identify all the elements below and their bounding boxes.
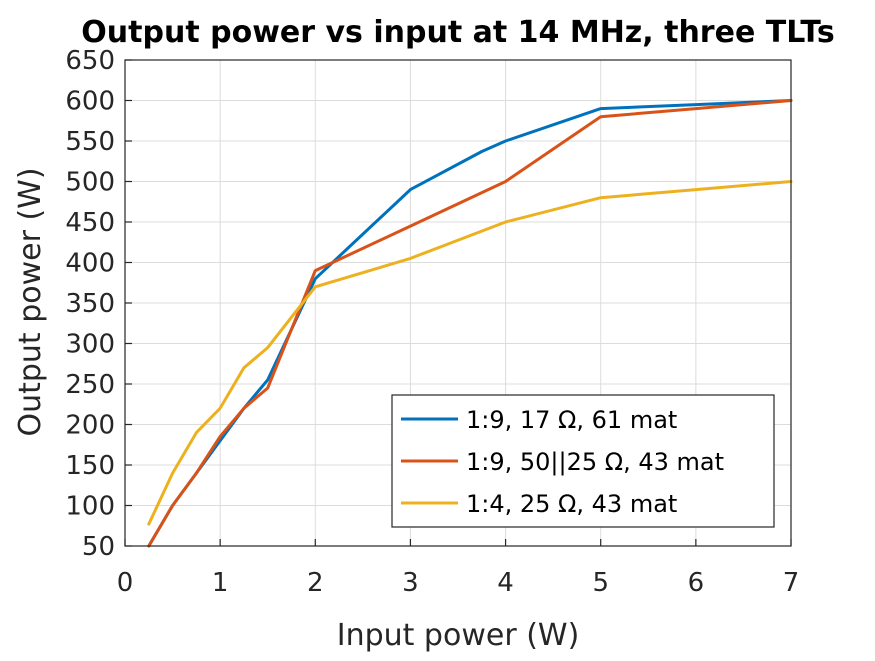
- x-axis-label: Input power (W): [337, 618, 580, 653]
- x-tick-label: 0: [117, 568, 134, 598]
- y-tick-label: 250: [65, 370, 115, 400]
- legend-label-2: 1:9, 50||25 Ω, 43 mat: [466, 448, 724, 476]
- x-tick-label: 6: [688, 568, 705, 598]
- grid: [124, 59, 792, 547]
- y-tick-label: 500: [65, 168, 115, 198]
- y-axis-label: Output power (W): [13, 167, 48, 436]
- series-line-3: [147, 180, 793, 526]
- x-tick-label: 2: [307, 568, 324, 598]
- series-lines: [147, 99, 793, 548]
- y-tick-label: 50: [82, 532, 115, 562]
- x-tick-label: 1: [212, 568, 229, 598]
- y-tick-label: 550: [65, 127, 115, 157]
- legend-label-3: 1:4, 25 Ω, 43 mat: [466, 490, 677, 518]
- y-tick-label: 100: [65, 492, 115, 522]
- legend: 1:9, 17 Ω, 61 mat 1:9, 50||25 Ω, 43 mat 1:…: [391, 394, 775, 528]
- x-tick-label: 7: [783, 568, 800, 598]
- series-line-2: [147, 99, 793, 548]
- y-tick-label: 450: [65, 208, 115, 238]
- y-tick-label: 200: [65, 411, 115, 441]
- x-tick-label: 4: [497, 568, 514, 598]
- x-tick-label: 3: [402, 568, 419, 598]
- y-tick-label: 600: [65, 87, 115, 117]
- y-tick-label: 300: [65, 330, 115, 360]
- y-tick-label: 150: [65, 451, 115, 481]
- chart-title: Output power vs input at 14 MHz, three T…: [81, 15, 834, 50]
- legend-label-1: 1:9, 17 Ω, 61 mat: [466, 406, 677, 434]
- y-tick-label: 650: [65, 46, 115, 76]
- axis-ticks: 0 1 2 3 4 5 6 7 50 100 150 200 250 300 350 400 450 500 550…: [65, 46, 799, 598]
- y-tick-label: 350: [65, 289, 115, 319]
- x-tick-label: 5: [592, 568, 609, 598]
- y-tick-label: 400: [65, 249, 115, 279]
